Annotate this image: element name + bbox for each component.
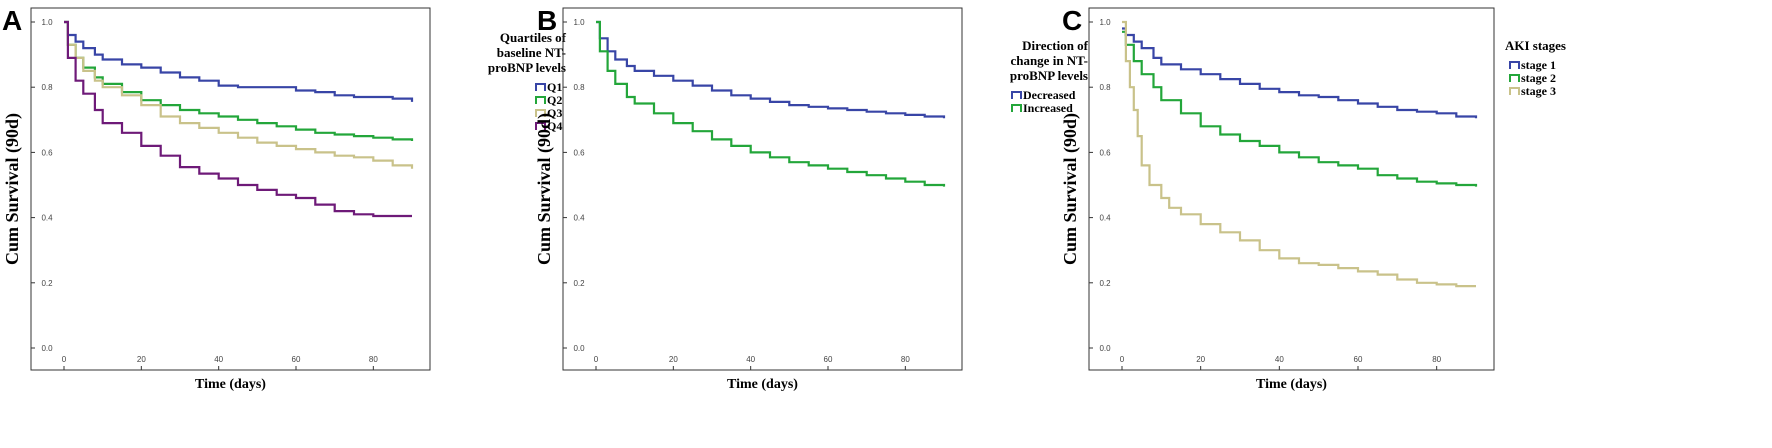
x-tick-label: 40 [1275,355,1284,364]
panel-letter: C [1062,5,1082,36]
series-line-q4 [64,20,412,218]
y-tick-label: 0.8 [1099,83,1111,92]
legend-title-line: change in NT- [1010,53,1088,68]
x-tick-label: 0 [594,355,599,364]
y-tick-label: 0.0 [41,344,53,353]
y-tick-label: 0.8 [573,83,585,92]
x-tick-label: 60 [292,355,301,364]
x-tick-label: 40 [214,355,223,364]
y-axis-label: Cum Survival (90d) [1060,113,1081,265]
series-line-q3 [64,20,414,169]
y-tick-label: 0.6 [41,148,53,157]
legend-item-label: Increased [1023,101,1073,115]
legend-title-line: baseline NT- [497,45,566,60]
series-line-stage-1 [1122,27,1478,119]
y-axis-label: Cum Survival (90d) [534,113,555,265]
chart-panel-c: C 0.0 0.2 0.4 0.6 0.8 1.0 0 20 40 60 80 Time (days) C… [1060,5,1566,392]
x-axis-label: Time (days) [727,377,798,392]
legend-item-label: stage 2 [1521,71,1556,85]
x-axis-label: Time (days) [1256,377,1327,392]
legend-title-line: AKI stages [1505,38,1566,53]
legend-title-line: Quartiles of [500,30,567,45]
y-tick-label: 0.4 [41,214,53,223]
y-tick-label: 0.2 [41,279,53,288]
x-axis-label: Time (days) [195,377,266,392]
legend-item-label: Q4 [547,119,562,133]
y-tick-label: 1.0 [1099,18,1111,27]
y-tick-label: 1.0 [573,18,585,27]
y-tick-label: 0.4 [573,214,585,223]
x-tick-label: 80 [1432,355,1441,364]
y-tick-label: 0.8 [41,83,53,92]
panel-letter: B [537,5,557,36]
plot-frame [30,7,431,371]
series-line-stage-2 [1122,30,1478,187]
legend-swatch [535,109,546,117]
legend-title-line: proBNP levels [1010,68,1088,83]
y-tick-label: 1.0 [41,18,53,27]
legend-item-label: stage 1 [1521,58,1556,72]
y-tick-label: 0.2 [573,279,585,288]
legend-item-label: Q3 [547,106,562,120]
legend-swatch [1509,74,1520,82]
legend-swatch [535,96,546,104]
series-line-q2 [64,20,414,141]
legend-item-label: Decreased [1023,88,1076,102]
x-tick-label: 0 [1120,355,1125,364]
x-tick-label: 20 [1196,355,1205,364]
chart-panel-b: B 0.0 0.2 0.4 0.6 0.8 1.0 0 20 40 60 80 Time (days) C… [534,5,1089,392]
legend-swatch [1011,104,1022,112]
y-tick-label: 0.0 [573,344,585,353]
series-line-decreased [596,20,946,119]
legend-swatch [535,83,546,91]
legend-item-label: stage 3 [1521,84,1556,98]
chart-panel-a: A 0.0 0.2 0.4 0.6 0.8 1.0 0 20 40 60 80 Time (days) C… [2,5,567,392]
x-tick-label: 40 [746,355,755,364]
panel-letter: A [2,5,22,36]
y-tick-label: 0.6 [573,148,585,157]
legend-title-line: proBNP levels [488,60,566,75]
y-tick-label: 0.0 [1099,344,1111,353]
legend-item-label: Q1 [547,80,562,94]
x-tick-label: 60 [1354,355,1363,364]
legend-title-line: Direction of [1022,38,1088,53]
legend-item-label: Q2 [547,93,562,107]
series-line-stage-3 [1122,20,1476,288]
y-tick-label: 0.2 [1099,279,1111,288]
legend-swatch [1509,61,1520,69]
legend-swatch [535,122,546,130]
legend-swatch [1509,87,1520,95]
x-tick-label: 20 [669,355,678,364]
y-tick-label: 0.4 [1099,214,1111,223]
plot-frame [562,7,963,371]
series-line-q1 [64,20,414,102]
series-line-increased [596,20,946,187]
x-tick-label: 80 [369,355,378,364]
x-tick-label: 60 [824,355,833,364]
plot-frame [1088,7,1495,371]
x-tick-label: 20 [137,355,146,364]
y-axis-label: Cum Survival (90d) [2,113,23,265]
x-tick-label: 0 [62,355,67,364]
legend-swatch [1011,91,1022,99]
y-tick-label: 0.6 [1099,148,1111,157]
x-tick-label: 80 [901,355,910,364]
